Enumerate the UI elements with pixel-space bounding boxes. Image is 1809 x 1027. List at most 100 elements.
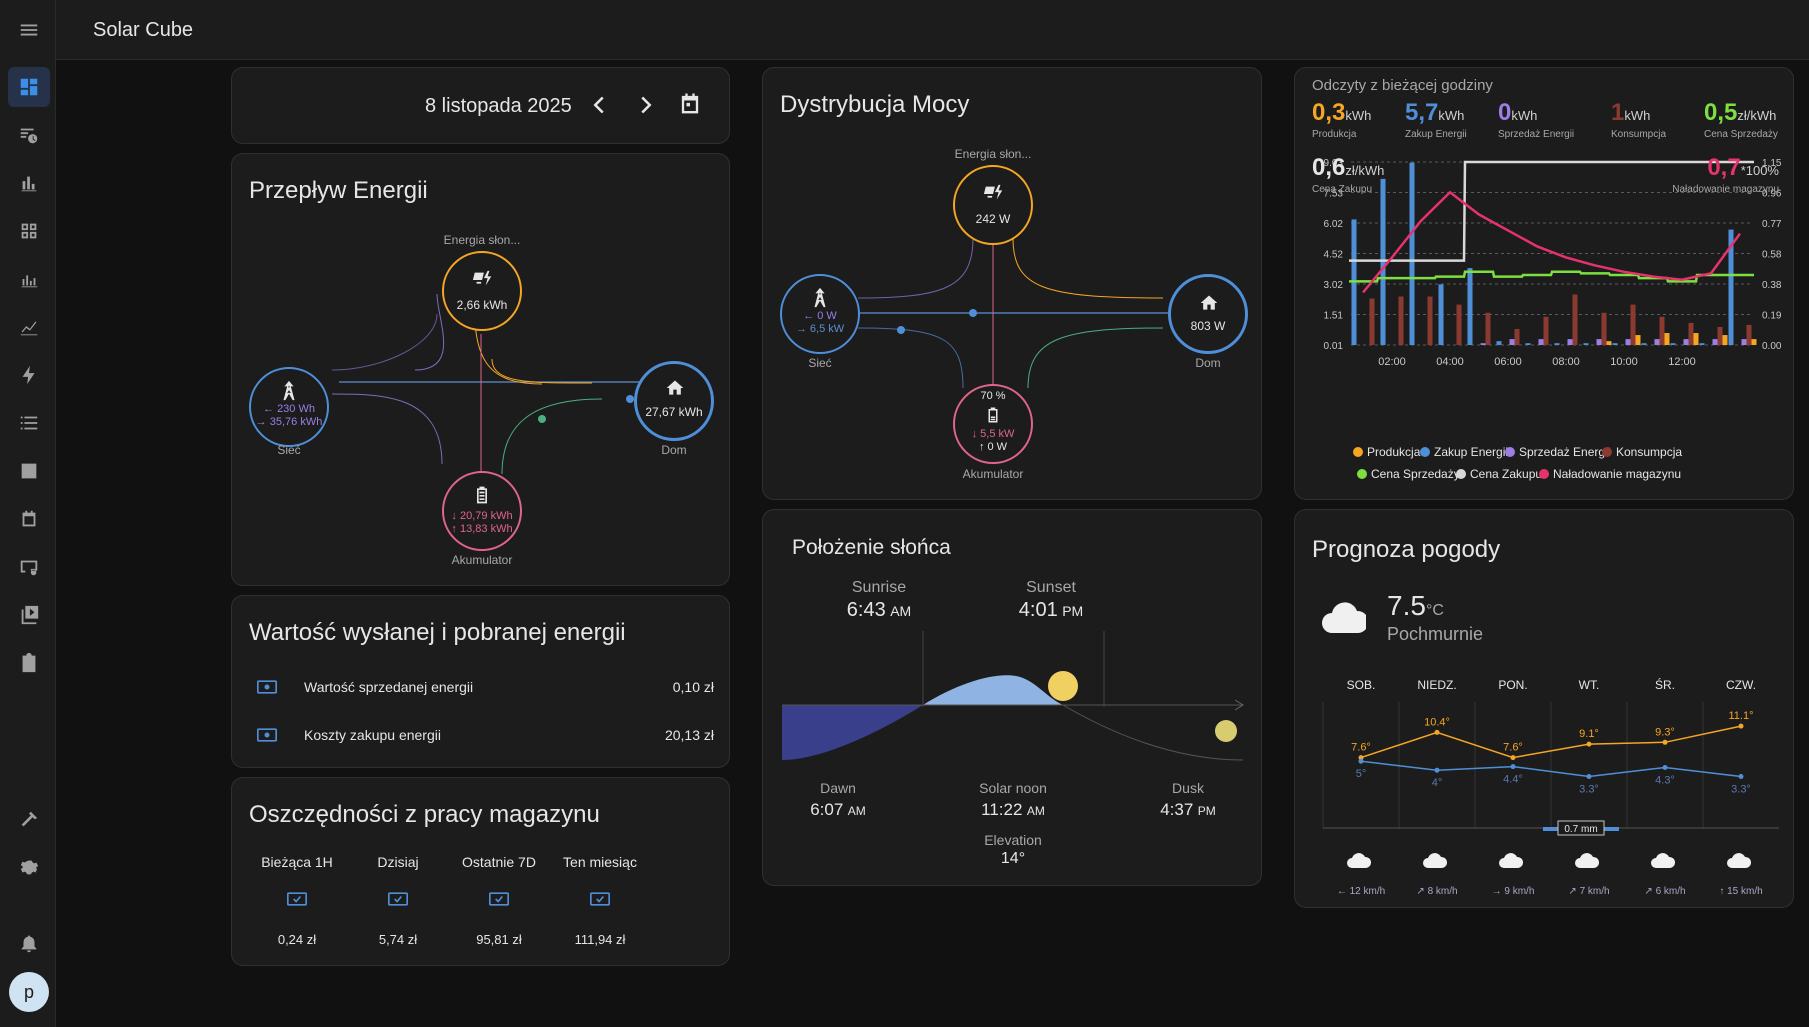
battery-discharge: ↑ 0 W bbox=[978, 441, 1008, 453]
bar bbox=[1630, 304, 1636, 345]
bar bbox=[1641, 343, 1647, 345]
grid-node[interactable]: ← 0 W → 6,5 kW bbox=[780, 274, 860, 354]
cash-icon bbox=[257, 679, 277, 700]
sidebar-item-overview[interactable] bbox=[8, 211, 50, 251]
power-distribution-card: Dystrybucja Mocy Energia słon... 242 W ←… bbox=[762, 67, 1262, 500]
bar bbox=[1693, 333, 1699, 345]
chevron-right-icon bbox=[641, 96, 652, 114]
notifications-bell-icon[interactable] bbox=[8, 923, 50, 963]
elevation-value: 14° bbox=[1000, 850, 1026, 867]
legend-swatch bbox=[1353, 447, 1363, 457]
bar bbox=[1670, 343, 1676, 345]
solar-value: 242 W bbox=[975, 212, 1011, 226]
card-title: Oszczędności z pracy magazynu bbox=[249, 801, 600, 828]
home-node[interactable]: 27,67 kWh bbox=[634, 361, 714, 441]
dawn-ampm: AM bbox=[847, 804, 866, 818]
home-node[interactable]: 803 W bbox=[1168, 274, 1248, 354]
high-temp-point bbox=[1510, 755, 1516, 761]
sunset-time-value: 4:01 bbox=[1018, 599, 1058, 621]
legend-swatch bbox=[1602, 447, 1612, 457]
battery-discharge-value: 0 W bbox=[987, 441, 1008, 453]
stat-number: 0,3 bbox=[1312, 99, 1346, 126]
stat-value: 5,7kWh bbox=[1405, 99, 1464, 127]
y-right-tick-label: 0.38 bbox=[1762, 280, 1782, 291]
dusk-ampm: PM bbox=[1197, 804, 1216, 818]
sun-path-diagram bbox=[782, 631, 1244, 761]
cash-check-icon bbox=[590, 891, 610, 907]
savings-value: 5,74 zł bbox=[378, 932, 418, 947]
sidebar-item-power[interactable] bbox=[8, 355, 50, 395]
y-left-tick-label: 1.51 bbox=[1324, 311, 1344, 322]
stat-unit: zł/kWh bbox=[1737, 108, 1777, 123]
bar bbox=[1480, 343, 1486, 345]
stat-value: 0,7*100% bbox=[1659, 154, 1779, 182]
low-temp-point bbox=[1662, 765, 1668, 770]
sidebar-item-reports[interactable] bbox=[8, 451, 50, 491]
y-right-tick-label: 0.19 bbox=[1762, 311, 1782, 322]
sidebar-item-history[interactable] bbox=[8, 115, 50, 155]
bar bbox=[1514, 328, 1520, 345]
calendar-picker-button[interactable] bbox=[676, 90, 706, 120]
sidebar-item-developer-tools[interactable] bbox=[8, 800, 50, 840]
sidebar-item-calendar[interactable] bbox=[8, 499, 50, 539]
forecast-chart: SOB. NIEDZ. PON. WT. ŚR. CZW. 7.6° 5° ← 12 km/h 1… bbox=[1322, 677, 1779, 897]
home-node-label: Dom bbox=[1195, 356, 1221, 370]
legend-swatch bbox=[1420, 447, 1430, 457]
card-title: Wartość wysłanej i pobranej energii bbox=[249, 619, 626, 646]
sidebar-item-energy[interactable] bbox=[8, 163, 50, 203]
sidebar-item-devices[interactable] bbox=[8, 547, 50, 587]
x-tick-label: 06:00 bbox=[1494, 356, 1522, 368]
stat-unit: kWh bbox=[1438, 108, 1465, 123]
card-title: Prognoza pogody bbox=[1312, 536, 1501, 563]
sidebar-item-settings[interactable] bbox=[8, 848, 50, 888]
legend-item: Cena Zakupu bbox=[1456, 467, 1542, 481]
sidebar-item-statistics[interactable] bbox=[8, 259, 50, 299]
card-title: Przepływ Energii bbox=[249, 177, 428, 204]
legend-label: Cena Zakupu bbox=[1470, 467, 1543, 481]
next-day-button[interactable] bbox=[631, 90, 661, 120]
battery-icon bbox=[477, 486, 487, 504]
battery-node[interactable]: 70 % ↓ 5,5 kW ↑ 0 W bbox=[953, 384, 1033, 464]
forecast-day-name: ŚR. bbox=[1655, 677, 1675, 692]
home-value: 27,67 kWh bbox=[645, 405, 703, 419]
dusk-time-value: 4:37 bbox=[1160, 800, 1194, 819]
cloud-icon bbox=[1499, 853, 1524, 868]
sunset-ampm: PM bbox=[1062, 603, 1084, 619]
grid-export-value: 6,5 kW bbox=[809, 323, 845, 335]
grid-node[interactable]: ← 230 Wh → 35,76 kWh bbox=[249, 367, 329, 447]
menu-icon[interactable] bbox=[8, 10, 50, 50]
stat-number: 0,5 bbox=[1704, 99, 1738, 126]
grid-node-label: Sieć bbox=[808, 356, 832, 370]
weather-forecast-card: Prognoza pogody 7.5°C Pochmurnie SOB. NIE… bbox=[1294, 509, 1794, 908]
legend-item: Produkcja bbox=[1353, 445, 1420, 459]
bar bbox=[1606, 341, 1612, 345]
sidebar-item-dashboard[interactable] bbox=[8, 67, 50, 107]
y-left-tick-label: 6.02 bbox=[1324, 219, 1344, 230]
wind-info: ↗ 7 km/h bbox=[1568, 886, 1609, 897]
cash-icon bbox=[257, 727, 277, 748]
sidebar-item-media[interactable] bbox=[8, 595, 50, 635]
bar bbox=[1583, 343, 1589, 345]
solar-node[interactable]: 242 W bbox=[953, 165, 1033, 245]
sidebar-item-todo[interactable] bbox=[8, 643, 50, 683]
battery-icon bbox=[988, 407, 998, 423]
previous-day-button[interactable] bbox=[584, 90, 614, 120]
legend-label: Naładowanie magazynu bbox=[1553, 467, 1682, 481]
cloud-icon bbox=[1347, 853, 1372, 868]
low-temp-point bbox=[1738, 774, 1744, 779]
solar-value: 2,66 kWh bbox=[456, 298, 508, 312]
cloud-icon bbox=[1423, 853, 1448, 868]
sidebar-item-logbook[interactable] bbox=[8, 403, 50, 443]
home-icon bbox=[1200, 295, 1218, 310]
solar-node[interactable]: 2,66 kWh bbox=[442, 251, 522, 331]
low-temp-point bbox=[1510, 764, 1516, 770]
wind-info: → 9 km/h bbox=[1492, 886, 1535, 897]
grid-node-label: Sieć bbox=[277, 443, 301, 457]
battery-node[interactable]: ↓ 20,79 kWh ↑ 13,83 kWh bbox=[442, 471, 522, 551]
avatar[interactable]: p bbox=[9, 972, 49, 1012]
legend-item: Zakup Energii bbox=[1420, 445, 1508, 459]
stat-unit: *100% bbox=[1740, 163, 1779, 178]
sidebar-item-graph[interactable] bbox=[8, 307, 50, 347]
dusk-label: Dusk bbox=[1172, 780, 1204, 796]
stat-label: Cena Zakupu bbox=[1312, 184, 1373, 195]
